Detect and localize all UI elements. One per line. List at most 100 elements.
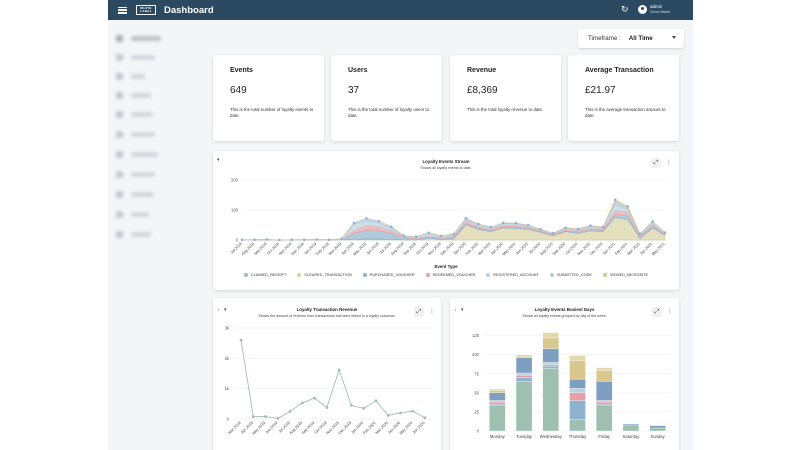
chart-title: Loyalty Events Stream xyxy=(422,159,470,164)
x-tick-label: Monday xyxy=(490,434,506,439)
sort-down-icon[interactable]: ↓ xyxy=(217,307,220,313)
bar-segment-redeemed_voucher xyxy=(489,401,506,405)
sidebar-item-analytics[interactable] xyxy=(116,53,155,61)
timeframe-value[interactable]: All Time xyxy=(628,35,653,42)
x-tick-label: Sep 2019 xyxy=(403,242,417,256)
data-point xyxy=(526,223,530,227)
sidebar-item-label xyxy=(131,73,145,79)
legend-title: Event Type xyxy=(434,264,458,269)
timeframe-select[interactable]: Timeframe : All Time xyxy=(578,29,684,48)
sidebar-item-links[interactable] xyxy=(116,72,145,80)
legend-item[interactable]: PURCHASED_VOUCHER xyxy=(362,273,415,277)
x-tick-label: Mar 2020 xyxy=(375,421,389,435)
bar-segment-submitted_code xyxy=(649,425,666,429)
app-window: WHITE LABEL Dashboard ↻ admin Demo Brand… xyxy=(108,0,693,450)
data-point xyxy=(315,238,318,241)
brand-line: WHITE xyxy=(140,5,152,10)
bar-segment-purchased_voucher xyxy=(515,377,533,382)
x-tick-label: Sep 2018 xyxy=(253,242,267,256)
filter-icon[interactable]: ▾ xyxy=(461,307,464,313)
x-tick-label: Mar 2019 xyxy=(228,421,242,435)
legend-swatch xyxy=(425,273,430,277)
user-name[interactable]: admin xyxy=(650,4,663,9)
y-tick-label: 100 xyxy=(472,352,480,357)
chevron-down-icon[interactable] xyxy=(672,36,676,39)
sidebar-item-marketing[interactable] xyxy=(116,150,158,158)
stat-value: 37 xyxy=(348,85,360,96)
x-tick-label: Jun 2020 xyxy=(412,421,426,435)
sidebar-item-settings[interactable] xyxy=(116,230,151,238)
data-point xyxy=(539,227,542,231)
stat-description: This is the average transaction amount t… xyxy=(585,107,666,118)
chart-legend: CLAIMED_RECEIPT CLEARED_TRANSACTION PURCHA… xyxy=(213,273,679,277)
filter-icon[interactable]: ▾ xyxy=(224,307,227,313)
stat-card-events: Events 649 This is the total number of l… xyxy=(213,55,324,141)
sidebar-item-label xyxy=(131,111,153,117)
chart-subtitle: Shows all loyalty events to date. xyxy=(420,166,472,170)
sidebar-item-venues[interactable] xyxy=(116,210,149,218)
data-point xyxy=(362,406,366,410)
user-circle-icon[interactable] xyxy=(638,5,647,14)
refresh-icon[interactable]: ↻ xyxy=(621,4,629,14)
brand-logo: WHITE LABEL xyxy=(136,4,156,16)
more-vertical-icon[interactable]: ⋮ xyxy=(667,309,673,315)
data-point xyxy=(663,231,667,234)
legend-swatch xyxy=(243,273,248,277)
sidebar-item-referrals[interactable] xyxy=(116,130,155,138)
sort-down-icon[interactable]: ↓ xyxy=(454,307,457,313)
data-point xyxy=(276,416,280,420)
sidebar-item-label xyxy=(131,171,155,177)
data-point xyxy=(551,231,555,235)
sidebar-item-dashboard[interactable] xyxy=(116,34,161,42)
bar-segment-submitted_code xyxy=(596,381,613,401)
stat-title: Average Transaction xyxy=(585,67,654,74)
chart-title: Loyalty Transaction Revenue xyxy=(296,307,358,312)
data-point xyxy=(365,217,368,220)
y-tick-label: 1k xyxy=(225,386,230,391)
sidebar-item-activity[interactable] xyxy=(116,91,151,99)
more-vertical-icon[interactable]: ⋮ xyxy=(429,309,435,315)
bar-segment-registered_account xyxy=(489,400,506,403)
sidebar-item-label xyxy=(131,211,149,217)
expand-icon[interactable]: ⤢ xyxy=(414,307,424,317)
filter-icon[interactable]: ▾ xyxy=(217,157,220,163)
y-tick-label: 0 xyxy=(236,238,239,243)
sidebar-item-label xyxy=(131,92,151,98)
hamburger-icon[interactable] xyxy=(118,6,127,14)
sidebar xyxy=(108,20,198,450)
legend-label: REDEEMED_VOUCHER xyxy=(432,273,476,277)
legend-item[interactable]: VIEWED_MICROSITE xyxy=(602,273,648,277)
legend-item[interactable]: CLEARED_TRANSACTION xyxy=(297,273,352,277)
sidebar-item-retailers[interactable] xyxy=(116,190,154,198)
legend-swatch xyxy=(549,273,554,277)
data-point xyxy=(251,415,255,418)
expand-icon[interactable]: ⤢ xyxy=(651,158,661,168)
legend-item[interactable]: SUBMITTED_CODE xyxy=(549,273,592,277)
sidebar-item-rewards[interactable] xyxy=(116,110,153,118)
user-org: Demo Brand xyxy=(650,10,671,14)
legend-swatch xyxy=(297,273,302,277)
bar-segment-registered_account xyxy=(542,362,559,365)
data-point xyxy=(340,237,343,241)
x-tick-label: Dec 2019 xyxy=(338,421,352,435)
legend-item[interactable]: CLAIMED_RECEIPT xyxy=(243,273,286,277)
chart-title: Loyalty Events Busiest Days xyxy=(534,307,595,312)
bar-segment-registered_account xyxy=(515,372,533,376)
x-tick-label: Wednesday xyxy=(540,434,563,439)
legend-item[interactable]: REDEEMED_VOUCHER xyxy=(425,273,476,277)
stat-card-revenue: Revenue £8,369 This is the total loyalty… xyxy=(450,55,561,141)
y-tick-label: 200 xyxy=(231,178,239,183)
y-tick-label: 0 xyxy=(227,417,230,422)
data-point xyxy=(337,368,341,372)
data-point xyxy=(613,198,617,202)
data-point xyxy=(389,225,393,229)
expand-icon[interactable]: ⤢ xyxy=(652,307,662,317)
x-tick-label: Dec 2020 xyxy=(589,242,603,256)
bar-segment-submitted_code xyxy=(515,357,533,374)
stat-description: This is the total loyalty revenue to dat… xyxy=(467,107,544,112)
bar-segment-submitted_code xyxy=(489,392,506,401)
more-vertical-icon[interactable]: ⋮ xyxy=(666,160,672,166)
legend-item[interactable]: REGISTERED_ACCOUNT xyxy=(486,273,539,277)
sidebar-item-products[interactable] xyxy=(116,170,155,178)
